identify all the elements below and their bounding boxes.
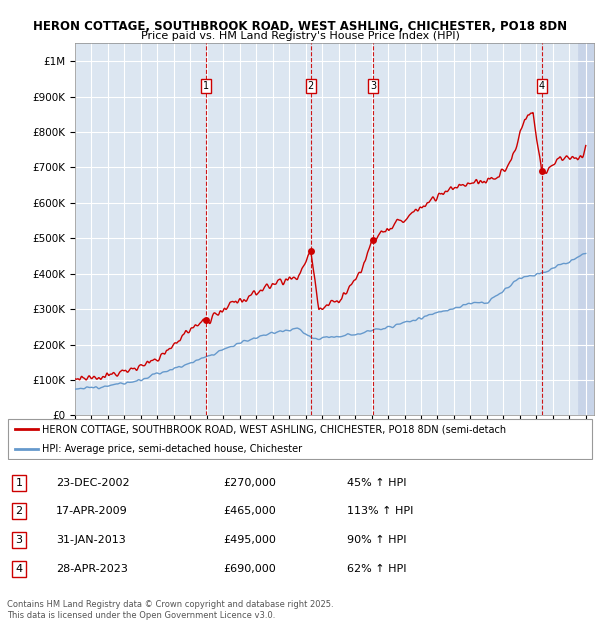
Text: 2: 2	[16, 507, 22, 516]
Text: 23-DEC-2002: 23-DEC-2002	[56, 478, 130, 488]
Text: 17-APR-2009: 17-APR-2009	[56, 507, 128, 516]
Text: £465,000: £465,000	[224, 507, 277, 516]
Text: 45% ↑ HPI: 45% ↑ HPI	[347, 478, 407, 488]
Text: Price paid vs. HM Land Registry's House Price Index (HPI): Price paid vs. HM Land Registry's House …	[140, 31, 460, 41]
Text: HPI: Average price, semi-detached house, Chichester: HPI: Average price, semi-detached house,…	[43, 444, 302, 454]
Text: 4: 4	[539, 81, 545, 91]
Text: 113% ↑ HPI: 113% ↑ HPI	[347, 507, 413, 516]
Text: 1: 1	[16, 478, 22, 488]
Text: HERON COTTAGE, SOUTHBROOK ROAD, WEST ASHLING, CHICHESTER, PO18 8DN (semi-detach: HERON COTTAGE, SOUTHBROOK ROAD, WEST ASH…	[43, 424, 506, 434]
Text: 4: 4	[16, 564, 22, 574]
Text: HERON COTTAGE, SOUTHBROOK ROAD, WEST ASHLING, CHICHESTER, PO18 8DN: HERON COTTAGE, SOUTHBROOK ROAD, WEST ASH…	[33, 20, 567, 33]
Text: 3: 3	[16, 535, 22, 545]
Text: 3: 3	[370, 81, 376, 91]
Text: 1: 1	[203, 81, 209, 91]
Bar	[578, 43, 594, 415]
Text: £270,000: £270,000	[224, 478, 277, 488]
Text: 28-APR-2023: 28-APR-2023	[56, 564, 128, 574]
Text: 90% ↑ HPI: 90% ↑ HPI	[347, 535, 407, 545]
FancyBboxPatch shape	[8, 419, 592, 459]
Text: 62% ↑ HPI: 62% ↑ HPI	[347, 564, 407, 574]
Text: 31-JAN-2013: 31-JAN-2013	[56, 535, 126, 545]
Text: £690,000: £690,000	[224, 564, 277, 574]
Text: £495,000: £495,000	[224, 535, 277, 545]
Text: Contains HM Land Registry data © Crown copyright and database right 2025.
This d: Contains HM Land Registry data © Crown c…	[7, 600, 334, 619]
Text: 2: 2	[307, 81, 314, 91]
